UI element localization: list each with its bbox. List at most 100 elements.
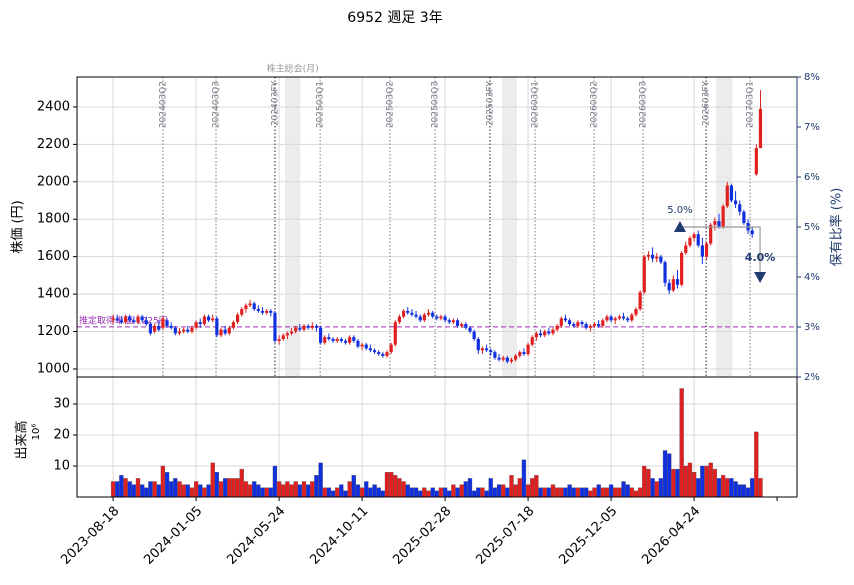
volume-bar xyxy=(135,478,141,498)
candle-body xyxy=(709,224,713,244)
candle-body xyxy=(634,309,638,315)
candle-body xyxy=(468,327,472,332)
candle-body xyxy=(621,316,626,319)
volume-bar xyxy=(218,481,224,498)
volume-bar xyxy=(177,481,182,498)
volume-bar xyxy=(339,484,344,498)
candle-body xyxy=(580,322,584,325)
candle-body xyxy=(401,310,406,317)
candle-body xyxy=(713,221,717,225)
y2-tick-label: 3% xyxy=(804,322,820,333)
volume-bar xyxy=(305,484,311,498)
candle-body xyxy=(543,331,547,336)
volume-bar xyxy=(596,484,601,498)
candle-body xyxy=(161,318,165,328)
holding-label: 4.0% xyxy=(745,251,776,264)
volume-bar xyxy=(198,484,203,498)
candle-body xyxy=(153,325,157,332)
candle-body xyxy=(443,316,447,321)
candle-body xyxy=(157,325,161,330)
y2-axis-label: 保有比率 (%) xyxy=(829,188,845,267)
candle-body xyxy=(418,316,422,321)
candle-body xyxy=(597,324,601,326)
x-tick-label: 2025-02-28 xyxy=(390,504,454,568)
candle-body xyxy=(680,252,684,285)
candle-body xyxy=(372,350,377,353)
volume-bar xyxy=(471,490,477,498)
event-label: 202503Q2 xyxy=(385,81,395,128)
volume-bar xyxy=(264,487,269,498)
candle-body xyxy=(435,316,439,319)
volume-bar xyxy=(202,487,207,498)
candle-body xyxy=(119,320,124,323)
x-tick-label: 2025-07-18 xyxy=(473,504,537,568)
volume-bar xyxy=(480,487,485,498)
volume-bar xyxy=(455,487,460,498)
volume-bar xyxy=(712,468,717,498)
volume-bar xyxy=(330,490,336,498)
volume-bar xyxy=(388,472,394,498)
candle-body xyxy=(165,320,169,326)
volume-bar xyxy=(513,484,518,498)
event-label: 202403Q2 xyxy=(158,81,168,128)
agm-band xyxy=(284,77,301,377)
volume-bar xyxy=(181,484,186,498)
candle-body xyxy=(464,324,468,328)
agm-band xyxy=(501,77,517,377)
candle-body xyxy=(547,331,551,334)
volume-bar xyxy=(476,487,481,498)
candle-body xyxy=(352,337,356,341)
candle-body xyxy=(111,318,115,321)
candle-body xyxy=(451,320,455,323)
volume-bar xyxy=(418,490,423,498)
volume-bar xyxy=(164,472,170,498)
candle-body xyxy=(642,256,646,293)
candle-body xyxy=(148,324,153,334)
volume-bar xyxy=(119,475,124,498)
volume-bar xyxy=(658,478,664,498)
candle-body xyxy=(281,335,285,340)
candle-body xyxy=(514,355,518,360)
candle-body xyxy=(194,322,198,328)
candle-body xyxy=(406,310,410,313)
candle-body xyxy=(314,325,319,328)
volume-bar xyxy=(521,459,527,498)
volume-bar xyxy=(322,487,327,498)
candle-body xyxy=(476,339,480,351)
candle-body xyxy=(551,329,555,334)
candle-body xyxy=(136,316,140,323)
volume-bar xyxy=(376,487,381,498)
candle-body xyxy=(231,322,236,328)
holding-label: 5.0% xyxy=(667,205,692,216)
volume-bar xyxy=(737,484,742,498)
volume-bar xyxy=(687,462,693,498)
volume-bar xyxy=(422,487,427,498)
candle-body xyxy=(422,314,426,321)
candle-body xyxy=(563,318,568,321)
volume-bar xyxy=(160,465,166,498)
v-axis-label: 出来高 xyxy=(14,420,30,459)
volume-bar xyxy=(530,478,535,498)
candle-body xyxy=(343,340,348,343)
candle-body xyxy=(169,325,173,328)
candle-body xyxy=(132,320,136,323)
volume-bar xyxy=(729,478,734,498)
candle-body xyxy=(414,314,418,317)
candle-body xyxy=(754,148,758,175)
candle-body xyxy=(758,108,763,149)
candle-body xyxy=(177,331,182,334)
candle-body xyxy=(460,324,464,326)
candle-body xyxy=(489,350,493,353)
candle-body xyxy=(115,318,119,321)
volume-bar xyxy=(451,484,456,498)
volume-bar xyxy=(716,478,722,498)
v-axis-exp: 10⁶ xyxy=(31,424,42,441)
candle-body xyxy=(323,337,327,343)
volume-bar xyxy=(550,484,556,498)
x-tick-label: 2024-01-05 xyxy=(141,504,205,568)
volume-bar xyxy=(617,487,622,498)
y2-tick-label: 7% xyxy=(804,122,820,133)
candle-body xyxy=(609,316,613,321)
volume-bar xyxy=(642,465,647,498)
candle-body xyxy=(650,254,655,259)
